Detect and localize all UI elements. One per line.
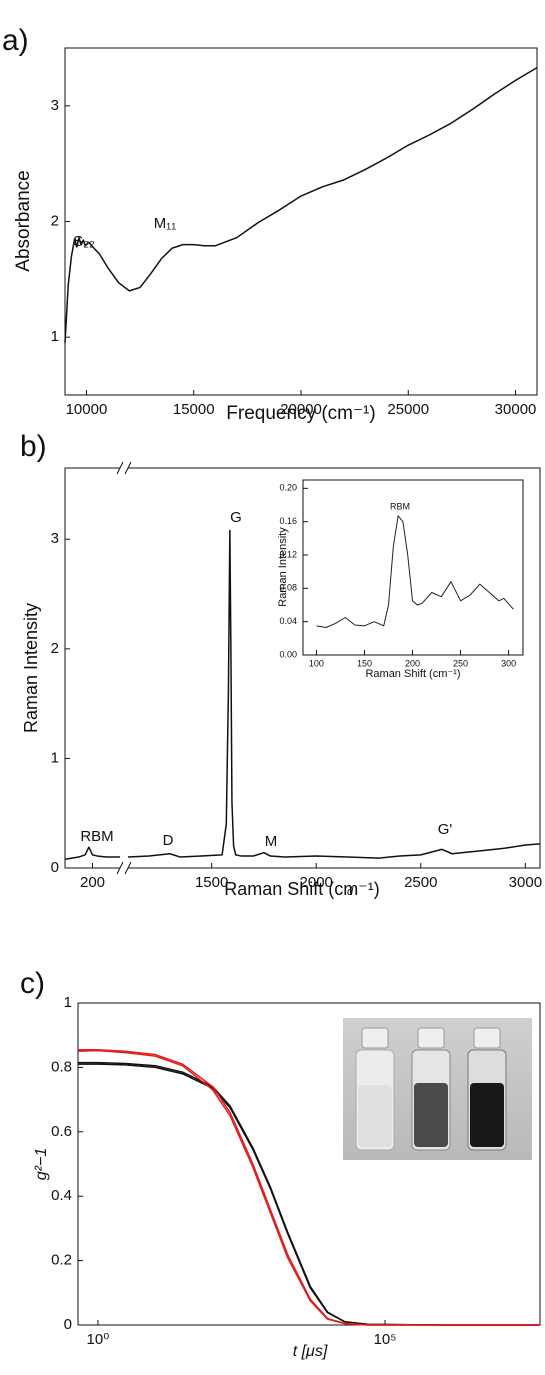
x-tick-label: 250 [453, 658, 468, 668]
y-axis-label: Raman Intensity [277, 527, 289, 607]
y-tick-label: 1 [51, 749, 59, 766]
annotation: RBM [390, 501, 410, 511]
y-tick-label: 3 [51, 97, 59, 114]
data-line [64, 67, 538, 343]
y-tick-label: 0.00 [279, 649, 297, 659]
x-tick-label: 30000 [495, 401, 537, 418]
x-tick-label: 1500 [195, 874, 228, 891]
data-line [78, 1063, 540, 1326]
annotation: G' [438, 821, 453, 838]
data-line [64, 846, 120, 860]
data-line [77, 1049, 540, 1326]
y-tick-label: 3 [51, 530, 59, 547]
x-tick-label: 15000 [173, 401, 215, 418]
x-tick-label: 100 [309, 658, 324, 668]
x-tick-label: 300 [501, 658, 516, 668]
x-tick-label: 20000 [280, 401, 322, 418]
y-tick-label: 0.12 [279, 549, 297, 559]
x-tick-label: 3000 [509, 874, 542, 891]
x-axis-label: Raman Shift (cm⁻¹) [224, 879, 380, 899]
vial-cap [473, 1027, 501, 1049]
y-axis-label: Raman Intensity [21, 603, 41, 733]
y-tick-label: 0.2 [51, 1252, 72, 1269]
y-tick-label: 0 [51, 859, 59, 876]
annotation: G [230, 509, 242, 526]
x-tick-label: 2500 [404, 874, 437, 891]
y-tick-label: 0.20 [279, 483, 297, 493]
data-line [127, 529, 541, 859]
y-tick-label: 0.16 [279, 516, 297, 526]
x-tick-label: 200 [405, 658, 420, 668]
y-tick-label: 1 [64, 994, 72, 1011]
x-tick-label: 150 [357, 658, 372, 668]
inset-background [303, 480, 523, 655]
y-tick-label: 2 [51, 640, 59, 657]
vial-liquid [470, 1083, 504, 1147]
y-tick-label: 0 [64, 1316, 72, 1333]
annotation: M₁₁ [154, 215, 177, 232]
axis-break-gap [120, 466, 128, 470]
x-axis-label: Frequency (cm⁻¹) [226, 403, 375, 424]
panel-label: b) [20, 430, 47, 463]
axis-break-mark [124, 461, 132, 475]
annotation: M [265, 833, 278, 850]
y-tick-label: 0.6 [51, 1123, 72, 1140]
x-tick-label: 10000 [66, 401, 108, 418]
y-tick-label: 1 [51, 328, 59, 345]
x-tick-label: 10⁰ [87, 1331, 110, 1348]
panel-label: c) [20, 967, 45, 1000]
y-tick-label: 0.08 [279, 583, 297, 593]
axis-break-mark [124, 861, 132, 875]
panel-label: a) [2, 24, 29, 57]
vial-cap [417, 1027, 445, 1049]
x-tick-label: 25000 [387, 401, 429, 418]
annotation: RBM [80, 828, 113, 845]
x-tick-label: 2000 [300, 874, 333, 891]
vial-photo [343, 1018, 532, 1160]
axis-break-mark [116, 861, 124, 875]
x-tick-label: 200 [80, 874, 105, 891]
annotation: d [347, 886, 354, 898]
plot-frame [64, 467, 541, 869]
y-axis-label: Absorbance [13, 170, 34, 271]
annotation: D [163, 832, 174, 849]
y-tick-label: 0.4 [51, 1187, 72, 1204]
x-axis-label: t [μs] [293, 1343, 328, 1360]
axis-break-gap [120, 866, 128, 870]
vial-liquid [358, 1085, 392, 1147]
vial-cap [361, 1027, 389, 1049]
data-line [316, 515, 514, 628]
y-tick-label: 2 [51, 212, 59, 229]
plot-frame [77, 1002, 541, 1326]
x-axis-label: Raman Shift (cm⁻¹) [365, 668, 460, 680]
y-tick-label: 0.04 [279, 616, 297, 626]
axis-break-mark [116, 461, 124, 475]
vial-liquid [414, 1083, 448, 1147]
x-tick-label: 10⁵ [374, 1331, 397, 1348]
y-axis-label: g²−1 [33, 1148, 50, 1180]
y-tick-label: 0.8 [51, 1058, 72, 1075]
